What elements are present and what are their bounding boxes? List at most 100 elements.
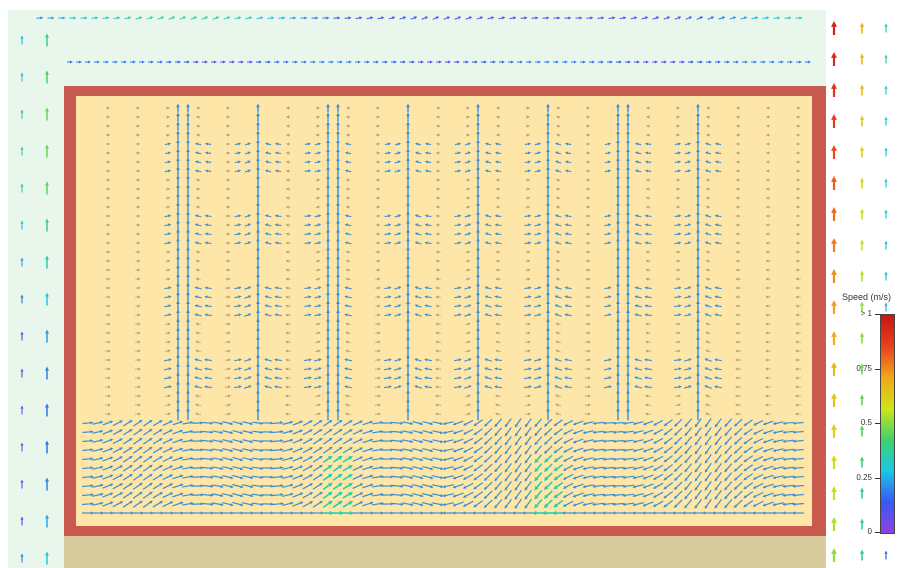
- velocity-arrow: [75, 60, 82, 64]
- velocity-arrow: [124, 16, 132, 20]
- velocity-arrow: [645, 115, 651, 119]
- velocity-arrow: [669, 60, 676, 64]
- velocity-arrow: [705, 205, 711, 209]
- velocity-arrow: [435, 133, 441, 137]
- velocity-arrow: [426, 60, 433, 64]
- velocity-arrow: [579, 60, 586, 64]
- velocity-arrow: [45, 181, 49, 195]
- velocity-arrow: [525, 178, 531, 182]
- velocity-arrow: [831, 21, 837, 35]
- velocity-arrow: [696, 130, 700, 140]
- legend-title: Speed (m/s): [842, 292, 892, 302]
- velocity-arrow: [626, 148, 630, 158]
- velocity-arrow: [859, 549, 865, 561]
- velocity-arrow: [464, 169, 472, 173]
- velocity-arrow: [626, 175, 630, 185]
- velocity-arrow: [201, 16, 209, 20]
- velocity-arrow: [300, 16, 308, 20]
- velocity-arrow: [859, 22, 865, 34]
- velocity-arrow: [372, 60, 379, 64]
- velocity-arrow: [762, 16, 770, 20]
- velocity-arrow: [766, 106, 771, 110]
- velocity-arrow: [129, 60, 136, 64]
- velocity-arrow: [626, 103, 630, 113]
- velocity-arrow: [525, 60, 532, 64]
- velocity-arrow: [194, 160, 202, 164]
- velocity-arrow: [135, 205, 141, 209]
- velocity-arrow: [831, 362, 837, 376]
- velocity-arrow: [884, 271, 888, 281]
- velocity-arrow: [696, 192, 700, 204]
- velocity-arrow: [507, 60, 514, 64]
- velocity-arrow: [20, 479, 24, 489]
- velocity-arrow: [859, 394, 865, 406]
- velocity-arrow: [256, 16, 264, 20]
- velocity-arrow: [20, 146, 24, 156]
- velocity-arrow: [432, 16, 440, 20]
- velocity-arrow: [69, 16, 77, 20]
- velocity-arrow: [674, 16, 682, 20]
- velocity-arrow: [484, 151, 492, 155]
- velocity-arrow: [454, 142, 462, 146]
- velocity-arrow: [795, 205, 801, 209]
- legend-tick-mark: [875, 314, 880, 315]
- velocity-arrow: [406, 121, 410, 131]
- velocity-arrow: [336, 130, 340, 140]
- velocity-arrow: [314, 214, 322, 218]
- velocity-arrow: [831, 548, 837, 562]
- velocity-arrow: [244, 223, 252, 227]
- velocity-arrow: [285, 151, 291, 155]
- velocity-arrow: [436, 106, 441, 110]
- velocity-arrow: [326, 130, 330, 140]
- velocity-arrow: [705, 196, 711, 200]
- velocity-arrow: [675, 187, 681, 191]
- velocity-arrow: [546, 139, 550, 149]
- legend-tick-mark: [875, 532, 880, 533]
- velocity-arrow: [256, 184, 260, 194]
- velocity-arrow: [509, 16, 517, 20]
- velocity-arrow: [375, 133, 381, 137]
- velocity-arrow: [777, 60, 784, 64]
- velocity-arrow: [704, 214, 712, 218]
- velocity-arrow: [147, 60, 154, 64]
- velocity-arrow: [604, 169, 612, 173]
- velocity-arrow: [336, 166, 340, 176]
- velocity-arrow: [201, 60, 208, 64]
- velocity-arrow: [570, 60, 577, 64]
- velocity-arrow: [246, 60, 253, 64]
- velocity-arrow: [285, 115, 291, 119]
- velocity-arrow: [585, 115, 591, 119]
- velocity-arrow: [476, 148, 480, 158]
- velocity-arrow: [795, 196, 801, 200]
- velocity-arrow: [685, 16, 693, 20]
- velocity-arrow: [454, 151, 462, 155]
- velocity-arrow: [135, 124, 141, 128]
- velocity-arrow: [344, 214, 352, 218]
- velocity-arrow: [225, 133, 231, 137]
- velocity-arrow: [204, 169, 212, 173]
- velocity-arrow: [105, 160, 111, 164]
- velocity-arrow: [831, 393, 837, 407]
- velocity-arrow: [375, 106, 380, 110]
- velocity-arrow: [186, 103, 190, 113]
- velocity-arrow: [186, 166, 190, 176]
- velocity-arrow: [706, 115, 711, 119]
- velocity-arrow: [212, 16, 220, 20]
- velocity-arrow: [195, 187, 201, 191]
- velocity-arrow: [696, 201, 700, 213]
- velocity-arrow: [831, 269, 837, 283]
- velocity-arrow: [718, 16, 726, 20]
- velocity-arrow: [219, 60, 226, 64]
- velocity-arrow: [326, 175, 330, 185]
- velocity-arrow: [111, 60, 118, 64]
- velocity-arrow: [314, 151, 322, 155]
- velocity-arrow: [394, 214, 402, 218]
- velocity-arrow: [195, 178, 201, 182]
- velocity-arrow: [135, 142, 141, 146]
- velocity-arrow: [406, 192, 410, 204]
- room-interior: [76, 96, 812, 526]
- velocity-arrow: [336, 148, 340, 158]
- velocity-arrow: [604, 142, 612, 146]
- velocity-arrow: [435, 205, 441, 209]
- velocity-arrow: [311, 16, 319, 20]
